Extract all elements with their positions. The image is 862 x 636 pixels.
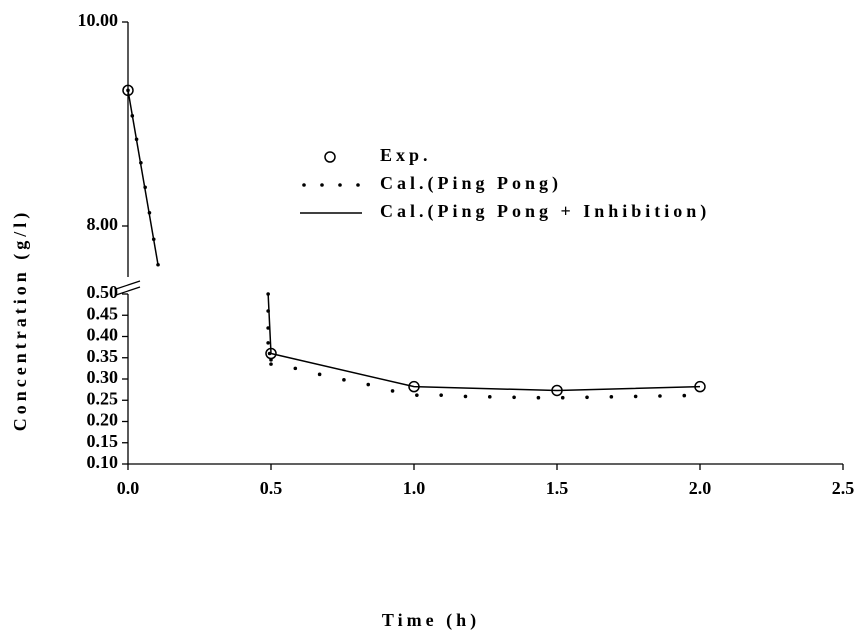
line (127, 90, 159, 265)
dot (415, 393, 419, 397)
y-tick-label: 10.00 (78, 10, 119, 30)
y-tick-label: 0.45 (87, 303, 119, 323)
dot (342, 378, 346, 382)
x-tick-label: 0.5 (260, 478, 283, 498)
legend-dot (338, 183, 342, 187)
dot (293, 366, 298, 371)
y-tick-label: 0.40 (87, 325, 119, 345)
y-tick-label: 8.00 (87, 214, 119, 234)
y-tick-label: 0.30 (87, 367, 119, 387)
y-tick-label: 0.15 (87, 431, 119, 451)
y-tick-label: 0.35 (87, 346, 119, 366)
dot (439, 393, 443, 397)
marker (122, 84, 134, 97)
dot (487, 395, 492, 399)
dot (463, 394, 468, 399)
dot (269, 358, 273, 362)
x-tick-label: 2.0 (689, 478, 712, 498)
x-tick-label: 2.5 (832, 478, 855, 498)
dot (682, 393, 687, 398)
dot (269, 362, 273, 366)
x-axis-label: Time (h) (382, 610, 480, 631)
y-tick-label: 0.20 (87, 410, 119, 430)
x-tick-label: 0.0 (117, 478, 140, 498)
x-tick-label: 1.0 (403, 478, 426, 498)
y-tick-label: 0.50 (87, 282, 119, 302)
axis-break (115, 286, 141, 296)
y-tick-label: 0.10 (87, 452, 119, 472)
dot (633, 394, 638, 399)
dot (366, 382, 371, 387)
dot (585, 395, 589, 400)
legend-dot (356, 183, 360, 187)
legend-label: Exp. (380, 145, 432, 165)
y-axis-label: Concentration (g/l) (10, 209, 31, 431)
x-tick-label: 1.5 (546, 478, 569, 498)
legend-marker (324, 151, 336, 163)
legend-label: Cal.(Ping Pong + Inhibition) (380, 201, 710, 222)
legend-label: Cal.(Ping Pong) (380, 173, 562, 194)
axis-break (115, 280, 141, 290)
dot (317, 372, 322, 377)
dot (609, 395, 614, 399)
legend-dot (302, 183, 306, 187)
y-tick-label: 0.25 (87, 388, 119, 408)
dot (266, 341, 270, 345)
legend-dot (320, 183, 324, 187)
dot (560, 395, 565, 400)
line (267, 293, 701, 392)
dot (512, 395, 516, 400)
dot (658, 394, 662, 398)
dot (536, 395, 541, 400)
dot (390, 389, 395, 393)
